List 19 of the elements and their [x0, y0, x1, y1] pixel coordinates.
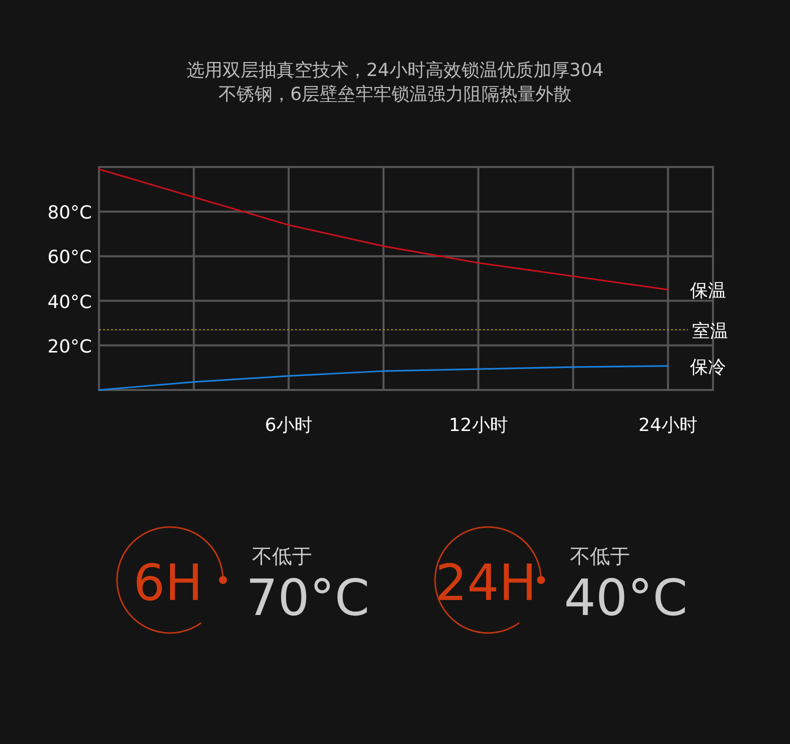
y-tick-label: 40°C [48, 292, 92, 313]
y-tick-label: 20°C [48, 336, 92, 358]
chart-title: 选用双层抽真空技术，24小时高效锁温优质加厚304 不锈钢，6层壁垒牢牢锁温强力阻隔热量外散 [186, 60, 604, 105]
line-series [98, 168, 669, 290]
text: 40°C [564, 569, 688, 627]
x-tick-label: 24小时 [638, 415, 698, 436]
x-tick-label: 12小时 [448, 415, 508, 436]
text: 不低于 [252, 544, 312, 568]
line-series [98, 365, 669, 391]
text: 70°C [246, 569, 370, 627]
series-label: 保温 [690, 280, 726, 302]
y-tick-label: 80°C [48, 202, 92, 224]
y-tick-label: 60°C [48, 247, 92, 268]
text: 24H [435, 554, 537, 612]
text: 不低于 [570, 544, 630, 568]
series-label: 保冷 [690, 356, 726, 378]
x-tick-label: 6小时 [264, 415, 312, 436]
text: 6H [133, 554, 203, 612]
ref-line-label: 室温 [692, 320, 728, 342]
